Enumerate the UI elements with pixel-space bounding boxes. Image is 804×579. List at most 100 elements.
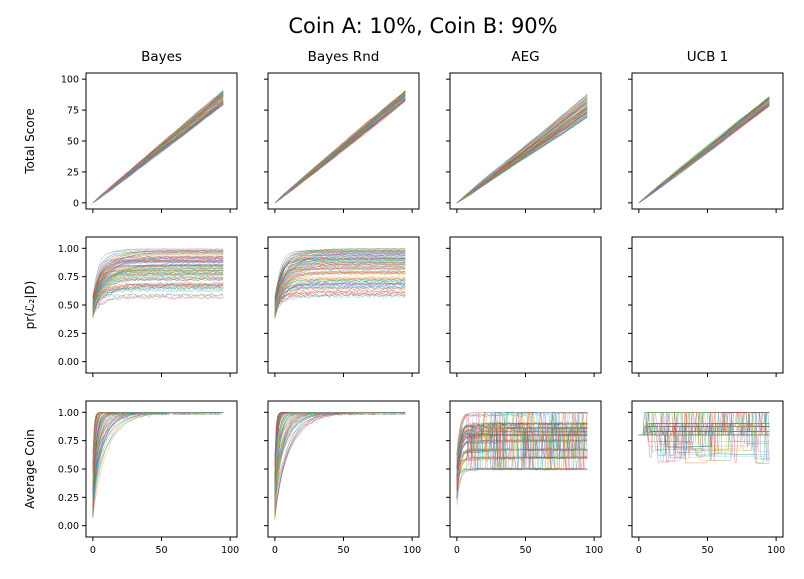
- series-line: [274, 91, 406, 204]
- series-line: [274, 412, 406, 475]
- series-line: [274, 292, 406, 306]
- series-line: [638, 412, 770, 447]
- series-line: [456, 109, 588, 204]
- series-line: [92, 265, 224, 314]
- series-line: [274, 412, 406, 494]
- series-line: [456, 423, 588, 471]
- series-line: [92, 412, 224, 487]
- panel-10: 0 50 100: [446, 400, 603, 556]
- series-line: [638, 100, 770, 204]
- series-line: [274, 412, 406, 503]
- series-line: [274, 277, 406, 309]
- series-line: [274, 251, 406, 306]
- series-line: [274, 250, 406, 310]
- series-line: [274, 90, 406, 203]
- series-line: [456, 423, 588, 469]
- x-tick-label: 50: [337, 545, 349, 556]
- series-line: [456, 422, 588, 478]
- series-line: [92, 259, 224, 316]
- series-line: [456, 100, 588, 204]
- series-line: [456, 411, 588, 470]
- series-line: [274, 412, 406, 495]
- series-line: [92, 288, 224, 301]
- x-tick-label: 50: [155, 545, 167, 556]
- y-tick-label: 0.25: [58, 329, 79, 340]
- series-line: [92, 412, 224, 473]
- series-line: [274, 281, 406, 316]
- series-line: [638, 101, 770, 204]
- series-line: [92, 412, 224, 507]
- series-line: [274, 412, 406, 473]
- series-line: [274, 267, 406, 316]
- series-line: [274, 95, 406, 203]
- series-line: [456, 426, 588, 504]
- series-line: [274, 99, 406, 204]
- series-line: [274, 278, 406, 300]
- panel-8: 0 50 100 0.00 0.25 0.50 0.75 1.00: [58, 400, 239, 556]
- series-line: [92, 411, 224, 483]
- series-line: [92, 273, 224, 311]
- series-line: [92, 412, 224, 473]
- series-line: [92, 412, 224, 509]
- series-line: [92, 269, 224, 304]
- series-line: [456, 411, 588, 491]
- series-line: [456, 108, 588, 204]
- series-line: [92, 269, 224, 307]
- series-line: [92, 412, 224, 486]
- series-line: [92, 250, 224, 311]
- series-line: [274, 412, 406, 485]
- column-title-3: UCB 1: [687, 49, 728, 65]
- series-line: [274, 411, 406, 487]
- y-tick-label: 1.00: [58, 408, 79, 419]
- x-tick-label: 100: [403, 545, 421, 556]
- series-line: [92, 412, 224, 509]
- series-line: [92, 278, 224, 299]
- series-line: [274, 412, 406, 475]
- series-line: [92, 98, 224, 203]
- y-tick-label: 75: [67, 106, 79, 117]
- series-line: [92, 412, 224, 516]
- series-line: [92, 412, 224, 511]
- y-tick-label: 0: [73, 198, 79, 209]
- x-tick-label: 50: [519, 545, 531, 556]
- series-line: [92, 261, 224, 311]
- series-line: [92, 251, 224, 317]
- series-line: [456, 421, 588, 484]
- series-line: [92, 102, 224, 203]
- series-line: [92, 295, 224, 312]
- row-ylabel-0: Total Score: [23, 108, 37, 174]
- series-line: [92, 253, 224, 306]
- series-line: [92, 411, 224, 484]
- series-line: [92, 412, 224, 509]
- series-line: [274, 263, 406, 307]
- panel-11: 0 50 100: [628, 400, 785, 556]
- row-ylabel-1: pr(ℒ₂|D): [23, 281, 37, 330]
- y-tick-label: 0.00: [58, 521, 79, 532]
- series-line: [92, 276, 224, 316]
- panel-6: [446, 236, 602, 377]
- series-line: [92, 412, 224, 516]
- series-line: [274, 287, 406, 303]
- series-line: [274, 276, 406, 308]
- series-line: [92, 412, 224, 473]
- series-line: [92, 263, 224, 318]
- axes-frame: [631, 236, 784, 374]
- figure-title: Coin A: 10%, Coin B: 90%: [288, 14, 557, 38]
- series-line: [274, 412, 406, 487]
- series-line: [92, 412, 224, 473]
- x-tick-label: 0: [636, 545, 642, 556]
- series-line: [92, 284, 224, 311]
- series-line: [92, 412, 224, 510]
- row-ylabel-2: Average Coin: [23, 429, 37, 509]
- series-line: [92, 412, 224, 513]
- series-line: [92, 412, 224, 516]
- panel-2: [446, 72, 602, 213]
- series-line: [274, 289, 406, 311]
- x-tick-label: 0: [90, 545, 96, 556]
- y-tick-label: 0.00: [58, 357, 79, 368]
- series-line: [274, 255, 406, 306]
- series-line: [92, 270, 224, 306]
- series-line: [274, 265, 406, 308]
- series-line: [274, 249, 406, 316]
